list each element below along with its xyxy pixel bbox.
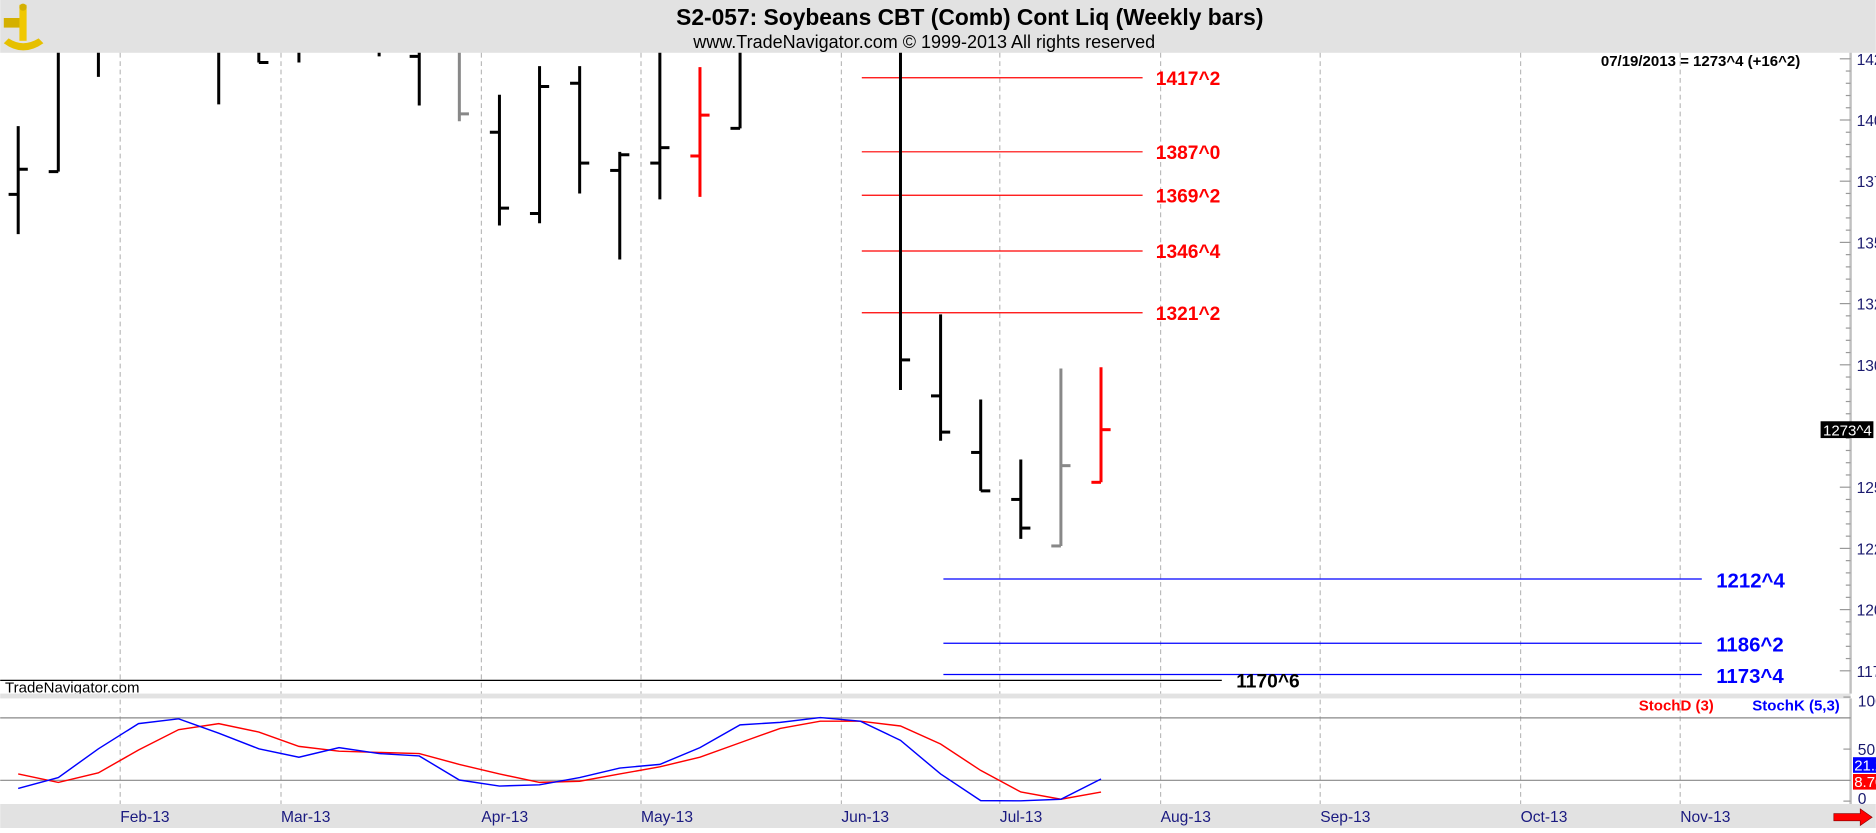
stoch-value-label: 8.7009 (1854, 774, 1876, 791)
price-axis-label: 1200^0 (1857, 603, 1876, 620)
support-label: 1173^4 (1716, 666, 1784, 688)
time-axis-label: Sep-13 (1320, 809, 1370, 826)
resistance-label: 1321^2 (1156, 304, 1221, 325)
price-axis-label: 1350^0 (1857, 235, 1876, 252)
time-axis-label: Oct-13 (1521, 809, 1568, 826)
time-axis-label: Aug-13 (1161, 809, 1211, 826)
support-label: 1212^4 (1716, 570, 1785, 592)
chart-subtitle: www.TradeNavigator.com © 1999-2013 All r… (692, 32, 1155, 52)
chart-title: S2-057: Soybeans CBT (Comb) Cont Liq (We… (676, 4, 1263, 30)
price-axis-label: 1300^0 (1857, 358, 1876, 375)
resistance-label: 1417^2 (1156, 69, 1221, 90)
panel-separator (0, 694, 1850, 699)
price-axis-label: 1325^0 (1857, 297, 1876, 314)
current-price-label: 1273^4 (1823, 423, 1872, 440)
price-axis-label: 1375^0 (1857, 174, 1876, 191)
time-axis-label: May-13 (641, 809, 693, 826)
time-axis-label: Nov-13 (1680, 809, 1730, 826)
time-axis-label: Mar-13 (281, 809, 330, 826)
time-axis-label: Apr-13 (481, 809, 528, 826)
legend-stochd: StochD (3) (1639, 697, 1714, 714)
time-axis-label: Feb-13 (120, 809, 169, 826)
price-axis-label: 1175^0 (1857, 664, 1876, 681)
stoch-value-label: 21.22 (1854, 757, 1876, 774)
time-axis-label: Jun-13 (841, 809, 889, 826)
resistance-label: 1346^4 (1156, 242, 1221, 263)
support-label: 1186^2 (1716, 635, 1783, 657)
resistance-label: 1387^0 (1156, 143, 1221, 164)
price-axis-label: 1400^0 (1857, 113, 1876, 130)
low-level-label: 1170^6 (1236, 672, 1300, 693)
price-axis-label: 1250^0 (1857, 480, 1876, 497)
last-quote-label: 07/19/2013 = 1273^4 (+16^2) (1601, 53, 1800, 70)
stoch-axis-label: 100 (1858, 694, 1876, 711)
price-axis-label: 1225^0 (1857, 541, 1876, 558)
legend-stochk: StochK (5,3) (1752, 697, 1840, 714)
time-axis-label: Jul-13 (1000, 809, 1042, 826)
price-axis-label: 1425^0 (1857, 52, 1876, 69)
resistance-label: 1369^2 (1156, 186, 1221, 207)
